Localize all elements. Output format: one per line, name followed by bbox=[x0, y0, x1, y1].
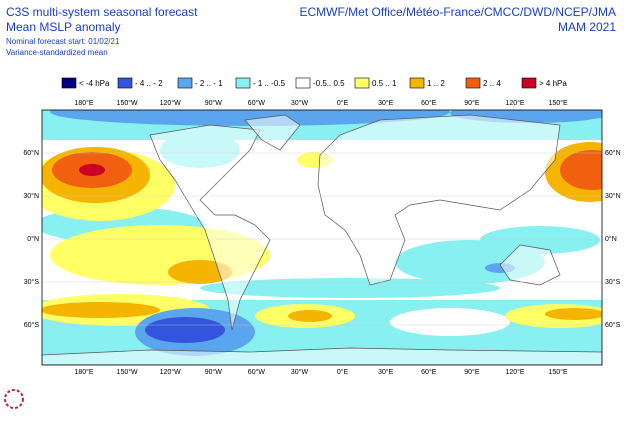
method: Variance-standardized mean bbox=[6, 48, 108, 57]
legend-label: -0.5.. 0.5 bbox=[313, 79, 345, 88]
lon-label: 60°W bbox=[248, 99, 266, 107]
legend-swatch bbox=[409, 77, 425, 89]
lon-label: 120°W bbox=[160, 368, 181, 376]
logo bbox=[4, 389, 24, 409]
map bbox=[42, 110, 602, 365]
legend-swatch bbox=[521, 77, 537, 89]
lon-label: 90°W bbox=[205, 99, 223, 107]
lon-label: 120°W bbox=[160, 99, 181, 107]
axes: 180°E 180°E 150°W 150°W 120°W 120°W 90°W 90°W 60… bbox=[23, 99, 620, 376]
lon-label: 180°E bbox=[74, 99, 93, 107]
lon-label: 150°W bbox=[117, 99, 138, 107]
legend-label: < -4 hPa bbox=[79, 79, 110, 88]
lon-label: 0°E bbox=[337, 368, 349, 376]
legend-swatch bbox=[295, 77, 311, 89]
lon-label: 150°E bbox=[549, 368, 568, 376]
lon-label: 120°E bbox=[505, 99, 524, 107]
subtitle: Mean MSLP anomaly bbox=[6, 20, 121, 34]
legend-label: > 4 hPa bbox=[539, 79, 567, 88]
lat-label: 60°S bbox=[24, 321, 40, 329]
lon-label: 30°W bbox=[291, 368, 309, 376]
lat-label: 30°S bbox=[24, 278, 40, 286]
lon-label: 150°E bbox=[549, 99, 568, 107]
centres: ECMWF/Met Office/Météo-France/CMCC/DWD/N… bbox=[300, 5, 616, 19]
lon-label: 120°E bbox=[505, 368, 524, 376]
lon-label: 180°E bbox=[74, 368, 93, 376]
lon-label: 150°W bbox=[117, 368, 138, 376]
lat-label: 30°N bbox=[23, 192, 39, 200]
lon-label: 90°E bbox=[464, 368, 480, 376]
legend-swatch bbox=[465, 77, 481, 89]
lon-label: 90°W bbox=[205, 368, 223, 376]
legend-label: - 1 .. -0.5 bbox=[253, 79, 286, 88]
lon-label: 0°E bbox=[337, 99, 349, 107]
forecast-start: Nominal forecast start: 01/02/21 bbox=[6, 37, 120, 46]
lon-label: 30°E bbox=[378, 99, 394, 107]
legend-label: - 4 .. - 2 bbox=[135, 79, 163, 88]
lat-label: 0°N bbox=[605, 235, 617, 243]
lon-label: 30°W bbox=[291, 99, 309, 107]
lat-label: 0°N bbox=[27, 235, 39, 243]
legend-swatch bbox=[235, 77, 251, 89]
season: MAM 2021 bbox=[558, 20, 616, 34]
legend-swatch bbox=[61, 77, 77, 89]
lat-label: 60°N bbox=[605, 149, 621, 157]
lon-label: 60°W bbox=[248, 368, 266, 376]
legend-label: - 2 .. - 1 bbox=[195, 79, 223, 88]
legend-swatch bbox=[177, 77, 193, 89]
lat-label: 30°S bbox=[605, 278, 621, 286]
title: C3S multi-system seasonal forecast bbox=[6, 5, 198, 19]
legend-label: 0.5 .. 1 bbox=[372, 79, 397, 88]
lat-label: 30°N bbox=[605, 192, 621, 200]
lon-label: 60°E bbox=[421, 368, 437, 376]
lon-label: 60°E bbox=[421, 99, 437, 107]
lon-label: 30°E bbox=[378, 368, 394, 376]
map-frame bbox=[41, 109, 603, 366]
legend-label: 2 .. 4 bbox=[483, 79, 501, 88]
legend-swatch bbox=[117, 77, 133, 89]
legend-swatch bbox=[354, 77, 370, 89]
lat-label: 60°S bbox=[605, 321, 621, 329]
legend: < -4 hPa - 4 .. - 2 - 2 .. - 1 - 1 .. -0.5 -… bbox=[61, 77, 567, 89]
lat-label: 60°N bbox=[23, 149, 39, 157]
lon-label: 90°E bbox=[464, 99, 480, 107]
legend-label: 1 .. 2 bbox=[427, 79, 445, 88]
